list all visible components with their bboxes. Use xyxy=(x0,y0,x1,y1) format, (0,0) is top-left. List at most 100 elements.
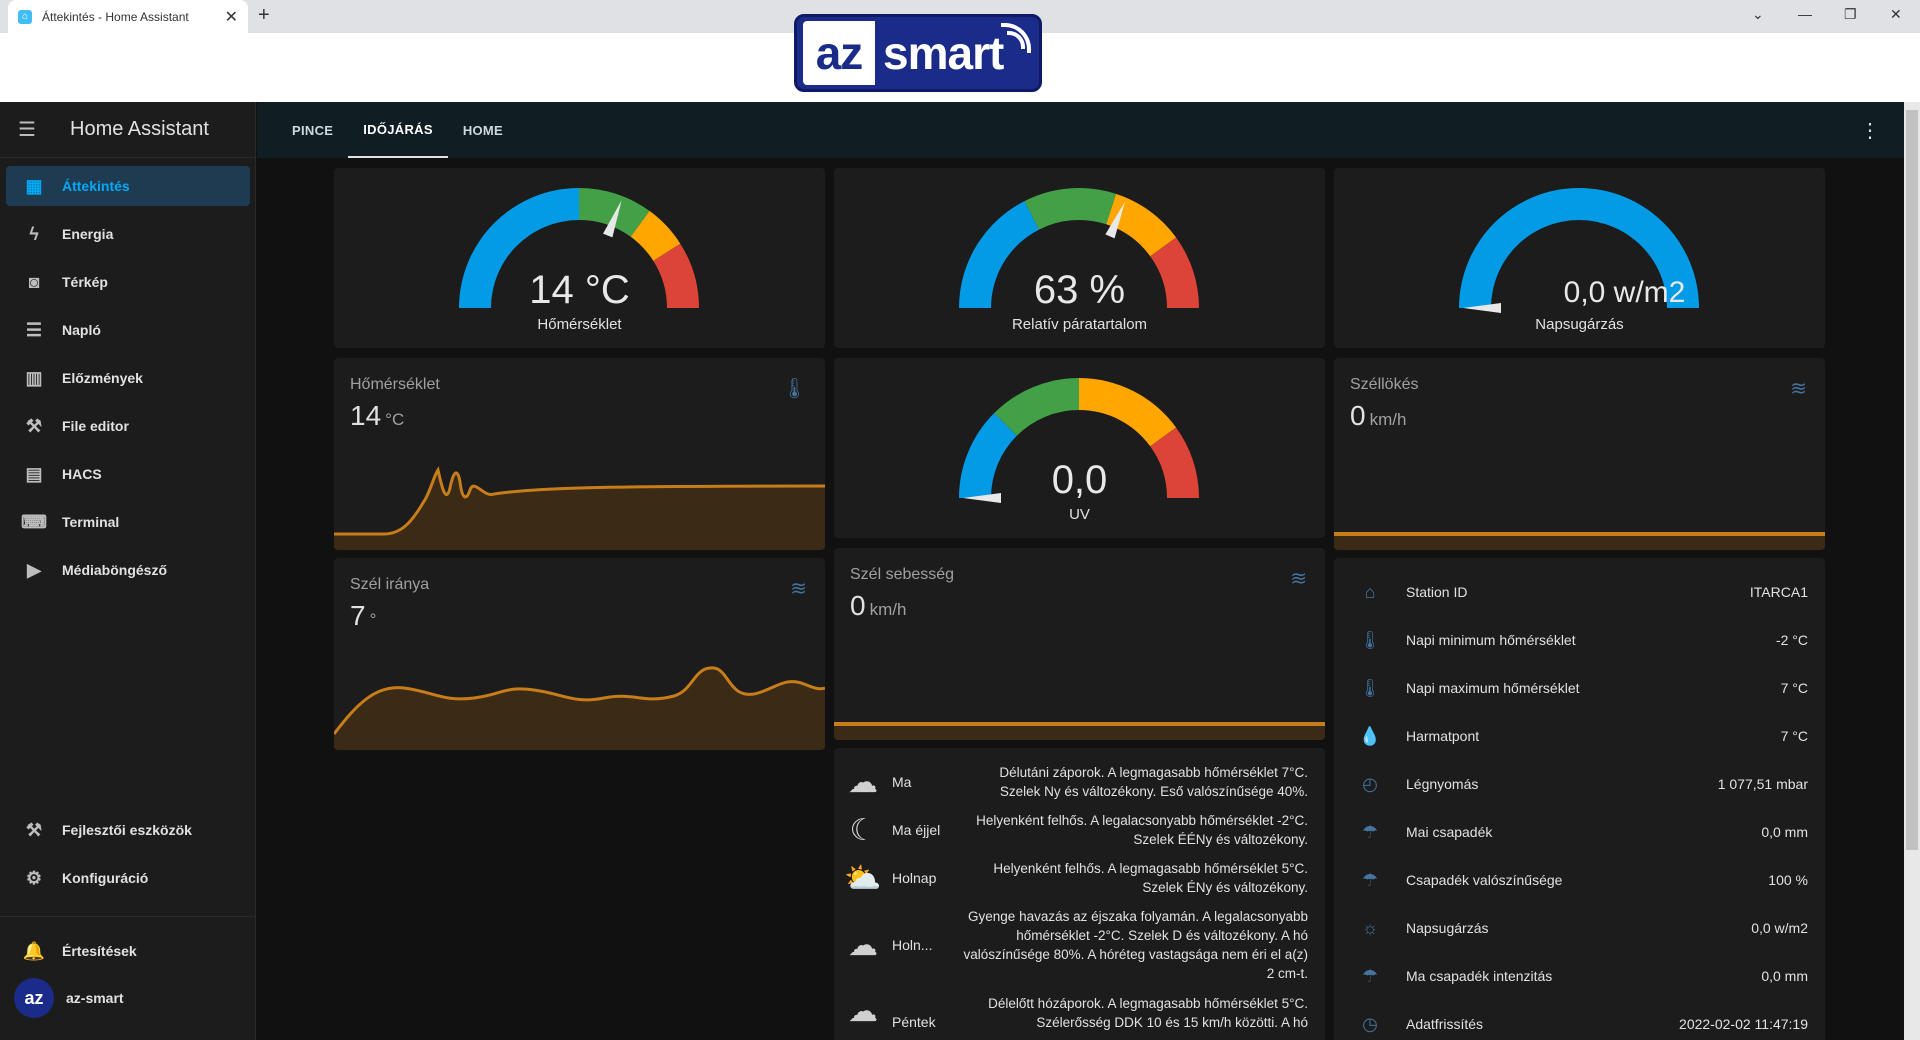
entity-row[interactable]: ☂ Csapadék valószínűsége 100 % xyxy=(1334,856,1824,904)
sensor-card-temperature[interactable]: Hőmérséklet 14 °C 🌡 xyxy=(334,358,825,550)
sidebar-item-hacs[interactable]: ▤ HACS xyxy=(6,454,250,494)
sidebar-item-terkep[interactable]: ◙ Térkép xyxy=(6,262,250,302)
temperature-sparkline xyxy=(334,466,825,550)
forecast-card: ☁ Ma Délutáni záporok. A legmagasabb hőm… xyxy=(834,748,1325,1040)
sensor-name: Széllökés xyxy=(1350,376,1419,393)
gauge-temperature xyxy=(459,188,699,308)
forecast-row[interactable]: ☁ Ma Délutáni záporok. A legmagasabb hőm… xyxy=(834,762,1324,802)
forecast-day: Holnap xyxy=(892,870,937,886)
entity-value: -2 °C xyxy=(1775,632,1808,648)
restore-icon[interactable]: ❐ xyxy=(1844,6,1857,22)
gauge-card-solar[interactable]: 0,0 w/m2 Napsugárzás xyxy=(1334,168,1825,348)
entity-row[interactable]: ☼ Napsugárzás 0,0 w/m2 xyxy=(1334,904,1824,952)
gauge-card-temperature[interactable]: 14 °C Hőmérséklet xyxy=(334,168,825,348)
entity-name: Csapadék valószínűsége xyxy=(1406,872,1563,888)
sidebar-item-label: Médiaböngésző xyxy=(62,562,168,578)
gauge-segment xyxy=(630,210,681,261)
gauge-value: 63 % xyxy=(1033,268,1126,312)
gauge-needle xyxy=(1463,303,1501,313)
entity-row[interactable]: 🌡 Napi minimum hőmérséklet -2 °C xyxy=(1334,616,1824,664)
sidebar-item-developer-tools[interactable]: ⚒ Fejlesztői eszközök xyxy=(6,810,250,850)
entity-name: Station ID xyxy=(1406,584,1468,600)
entity-row[interactable]: ⌂ Station ID ITARCA1 xyxy=(1334,568,1824,616)
sidebar-item-naplo[interactable]: ☰ Napló xyxy=(6,310,250,350)
close-window-icon[interactable]: ✕ xyxy=(1890,6,1902,22)
forecast-text: Délelőtt hózáporok. A legmagasabb hőmérs… xyxy=(988,996,1308,1030)
sensor-number: 14 xyxy=(350,400,382,431)
play-box-icon: ▶ xyxy=(27,559,41,580)
forecast-row[interactable]: ☁ Holn... Gyenge havazás az éjszaka foly… xyxy=(834,906,1324,984)
minimize-icon[interactable]: — xyxy=(1798,6,1812,22)
more-options-icon[interactable]: ⋮ xyxy=(1860,120,1880,142)
weather-windy-icon: ≋ xyxy=(1790,378,1807,400)
gauge-segment xyxy=(579,188,650,237)
gauge-segment xyxy=(994,378,1079,436)
tab-home[interactable]: HOME xyxy=(462,122,504,138)
entity-row[interactable]: 🌡 Napi maximum hőmérséklet 7 °C xyxy=(1334,664,1824,712)
gauge-card-uv[interactable]: 0,0 UV xyxy=(834,358,1325,538)
clock-icon: ◷ xyxy=(1362,1013,1378,1034)
gauge-value: 0,0 w/m2 xyxy=(1563,276,1686,309)
chevron-down-icon[interactable]: ⌄ xyxy=(1752,6,1764,22)
entity-name: Ma csapadék intenzitás xyxy=(1406,968,1553,984)
sun-icon: ☼ xyxy=(1361,917,1379,938)
menu-icon[interactable]: ☰ xyxy=(18,119,36,141)
forecast-day: Holn... xyxy=(892,937,933,953)
sensor-card-wind-direction[interactable]: Szél iránya 7 ° ≋ xyxy=(334,558,825,750)
forecast-day: Ma éjjel xyxy=(892,822,941,838)
entity-row[interactable]: ◴ Légnyomás 1 077,51 mbar xyxy=(1334,760,1824,808)
sensor-number: 0 xyxy=(1350,400,1366,431)
browser-tab[interactable]: ⌂ Áttekintés - Home Assistant ✕ xyxy=(8,0,248,33)
scrollbar-thumb[interactable] xyxy=(1906,110,1918,850)
entity-row[interactable]: 💧 Harmatpont 7 °C xyxy=(1334,712,1824,760)
sidebar-title: Home Assistant xyxy=(70,118,209,140)
sidebar-item-label: Napló xyxy=(62,322,101,338)
forecast-row[interactable]: ☾ Ma éjjel Helyenként felhős. A legalacs… xyxy=(834,810,1324,850)
sidebar-item-elozmenyek[interactable]: ▥ Előzmények xyxy=(6,358,250,398)
gauge-card-humidity[interactable]: 63 % Relatív páratartalom xyxy=(834,168,1325,348)
sidebar-item-energia[interactable]: ϟ Energia xyxy=(6,214,250,254)
sidebar-item-label: Terminal xyxy=(62,514,120,530)
sidebar-item-file-editor[interactable]: ⚒ File editor xyxy=(6,406,250,446)
forecast-row[interactable]: ⛅ Holnap Helyenként felhős. A legmagasab… xyxy=(834,858,1324,898)
sensor-card-wind-gust[interactable]: Széllökés 0 km/h ≋ xyxy=(1334,358,1825,550)
tab-idojaras[interactable]: IDŐJÁRÁS xyxy=(348,102,448,158)
forecast-row[interactable]: ☁ Péntek Délelőtt hózáporok. A legmagasa… xyxy=(834,994,1324,1040)
lightning-icon: ϟ xyxy=(29,223,39,244)
sidebar-item-terminal[interactable]: ⌨ Terminal xyxy=(6,502,250,542)
tab-pince[interactable]: PINCE xyxy=(292,122,334,138)
gauge-uv xyxy=(959,378,1199,503)
new-tab-button[interactable]: + xyxy=(258,4,270,26)
weather-windy-icon: ≋ xyxy=(790,578,807,600)
sidebar-item-attekintes[interactable]: ▦ Áttekintés xyxy=(6,166,250,206)
umbrella-icon: ☂ xyxy=(1361,869,1379,890)
gauge-segment xyxy=(459,188,579,308)
sidebar-item-label: File editor xyxy=(62,418,129,434)
umbrella-icon: ☂ xyxy=(1361,821,1379,842)
sidebar-item-configuration[interactable]: ⚙ Konfiguráció xyxy=(6,858,250,898)
sidebar-item-mediabongeszo[interactable]: ▶ Médiaböngésző xyxy=(6,550,250,590)
sensor-number: 7 xyxy=(350,600,366,631)
sensor-card-wind-speed[interactable]: Szél sebesség 0 km/h ≋ xyxy=(834,548,1325,740)
sidebar-item-label: Konfiguráció xyxy=(62,870,149,886)
gauge-segment xyxy=(1150,237,1199,308)
entity-row[interactable]: ☂ Mai csapadék 0,0 mm xyxy=(1334,808,1824,856)
list-icon: ☰ xyxy=(25,319,43,340)
entity-name: Napi maximum hőmérséklet xyxy=(1406,680,1580,696)
sidebar-item-label: Értesítések xyxy=(62,943,137,959)
forecast-day: Ma xyxy=(892,774,912,790)
forecast-text: Délutáni záporok. A legmagasabb hőmérsék… xyxy=(999,765,1308,799)
home-icon: ⌂ xyxy=(1364,581,1376,602)
entity-row[interactable]: ☂ Ma csapadék intenzitás 0,0 mm xyxy=(1334,952,1824,1000)
gauge-segment xyxy=(959,201,1040,308)
entity-value: 0,0 mm xyxy=(1761,824,1808,840)
entities-card: ⌂ Station ID ITARCA1 🌡 Napi minimum hőmé… xyxy=(1334,558,1825,1040)
sidebar-item-user[interactable]: az az-smart xyxy=(6,978,250,1018)
close-tab-icon[interactable]: ✕ xyxy=(224,8,238,26)
sidebar-item-notifications[interactable]: 🔔 Értesítések xyxy=(6,931,250,971)
gauge-label: UV xyxy=(1069,506,1090,523)
entity-value: ITARCA1 xyxy=(1749,584,1808,600)
entity-row[interactable]: ◷ Adatfrissítés 2022-02-02 11:47:19 xyxy=(1334,1000,1824,1040)
sensor-value: 0 km/h xyxy=(850,590,906,622)
az-smart-logo: az smart xyxy=(794,14,1042,92)
